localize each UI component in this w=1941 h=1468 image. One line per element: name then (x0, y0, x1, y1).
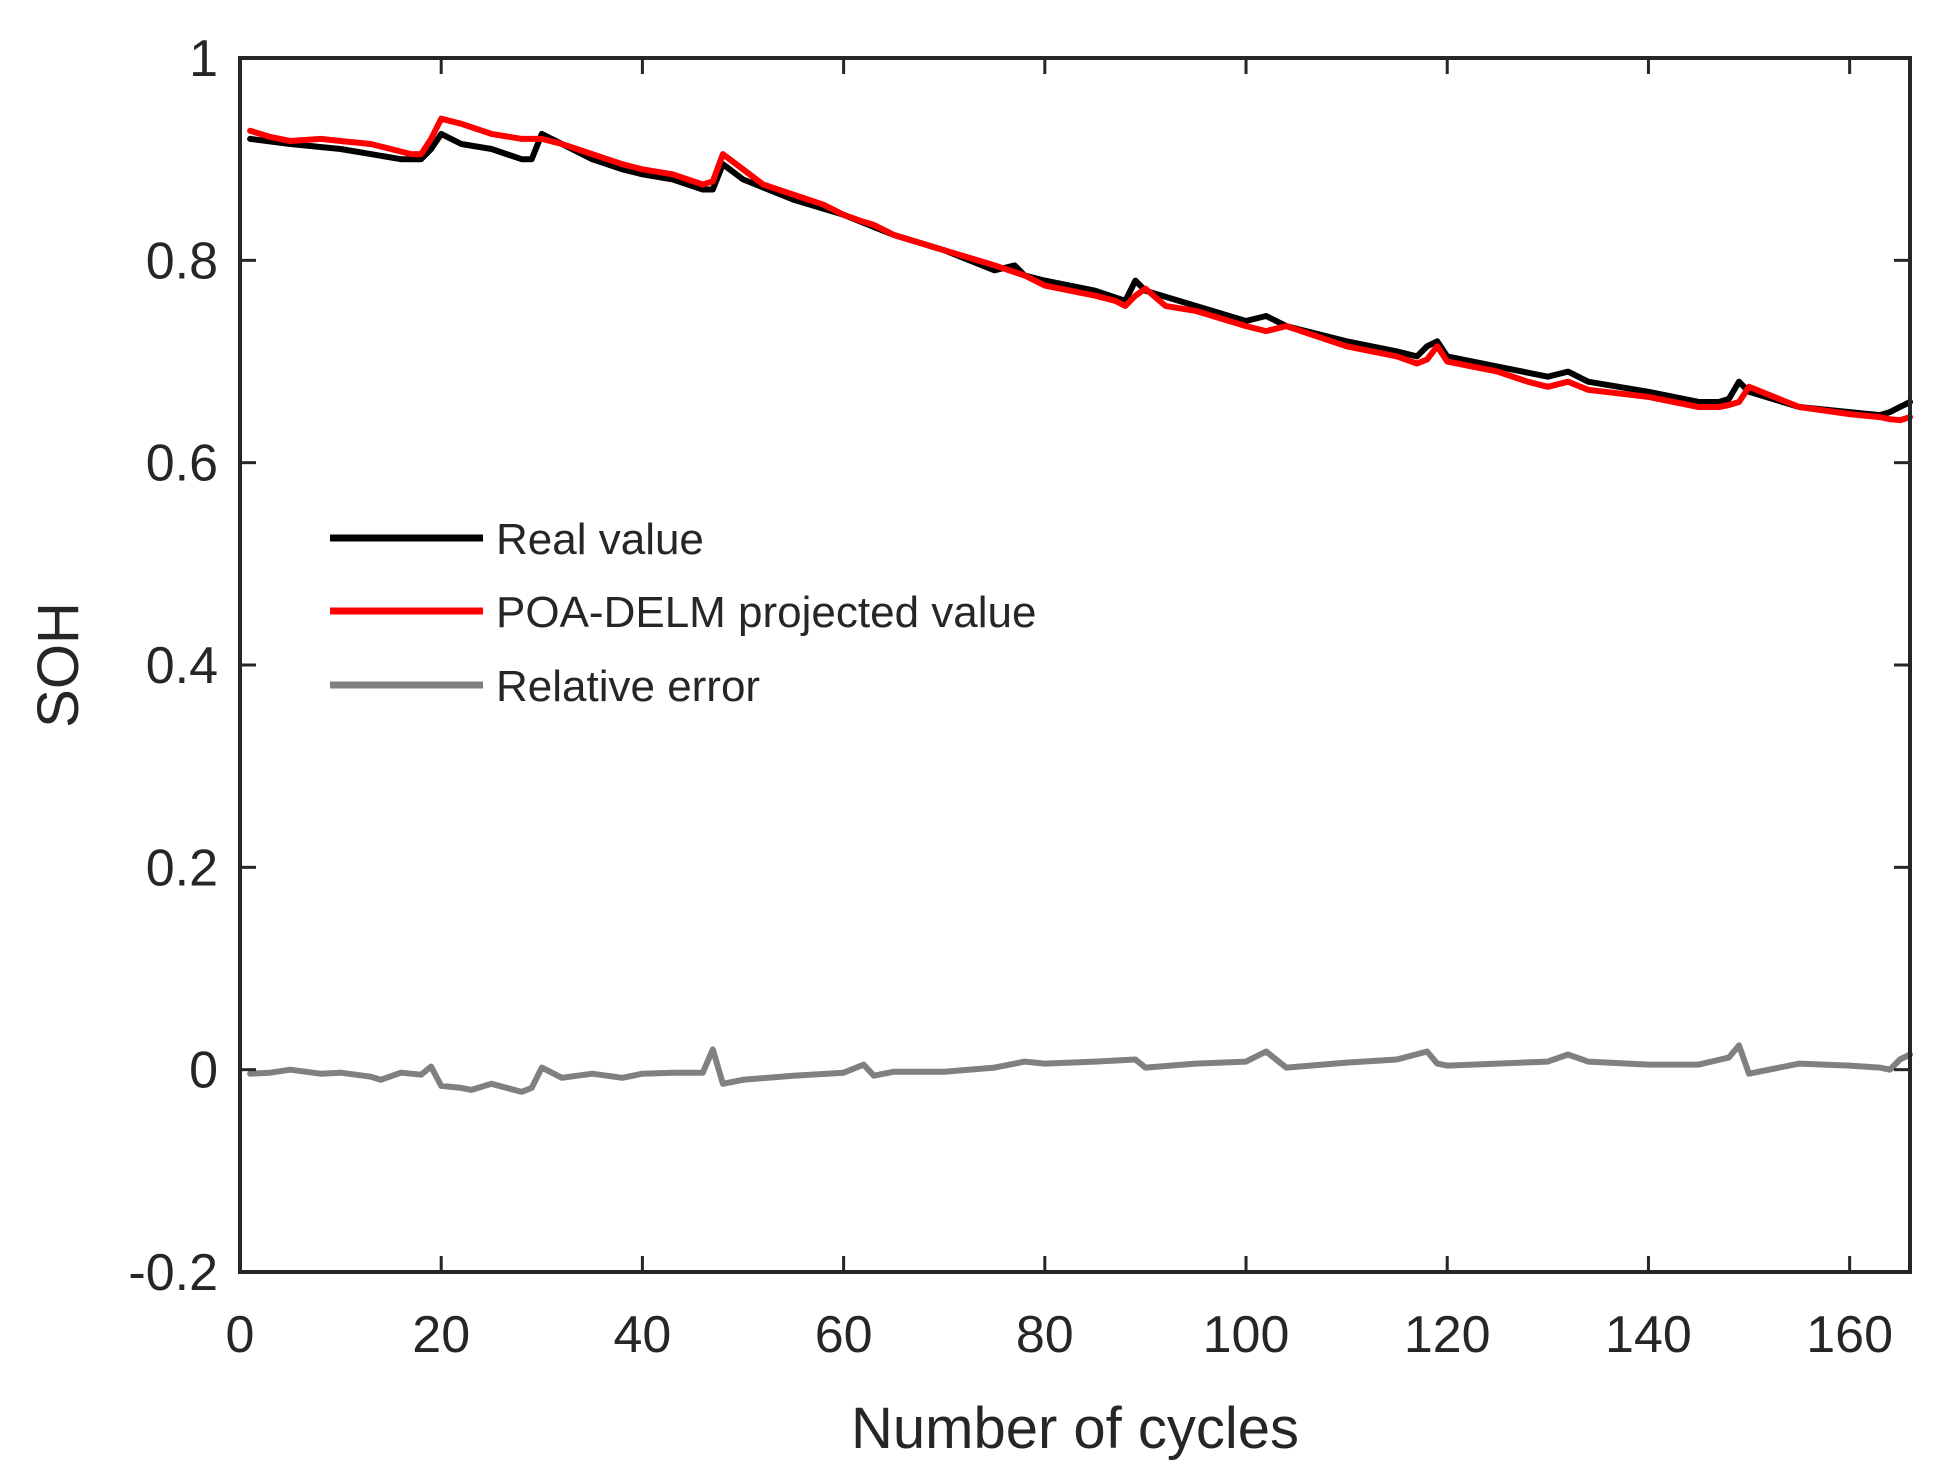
y-axis-ticks: -0.2 0 0.2 0.4 0.6 0.8 1 (128, 30, 1910, 1302)
x-tick-label: 100 (1203, 1306, 1290, 1364)
series-line-real-value (247, 130, 1913, 419)
y-tick-label: 1 (189, 30, 218, 88)
y-tick-label: 0 (189, 1042, 218, 1100)
x-tick-label: 80 (1016, 1306, 1074, 1364)
legend-label-real-value: Real value (496, 515, 704, 564)
x-tick-label: 60 (815, 1306, 873, 1364)
y-tick-label: 0.4 (146, 637, 218, 695)
legend-label-projected-value: POA-DELM projected value (496, 588, 1036, 637)
plot-lines (247, 115, 1913, 1095)
y-axis-title: SOH (26, 602, 91, 728)
legend-label-relative-error: Relative error (496, 662, 760, 711)
series-line-relative-error (247, 1042, 1913, 1095)
x-axis-title: Number of cycles (851, 1396, 1299, 1461)
x-tick-label: 0 (226, 1306, 255, 1364)
x-tick-label: 120 (1404, 1306, 1491, 1364)
y-tick-label: 0.6 (146, 435, 218, 493)
legend: Real value POA-DELM projected value Rela… (330, 515, 1036, 711)
series-line-projected-value (247, 115, 1913, 424)
x-tick-label: 40 (613, 1306, 671, 1364)
y-tick-label: -0.2 (128, 1244, 218, 1302)
y-tick-label: 0.8 (146, 232, 218, 290)
x-tick-label: 140 (1605, 1306, 1692, 1364)
x-axis-ticks: 0 20 40 60 80 100 120 140 160 (226, 58, 1893, 1364)
x-tick-label: 20 (412, 1306, 470, 1364)
y-tick-label: 0.2 (146, 839, 218, 897)
x-tick-label: 160 (1806, 1306, 1893, 1364)
